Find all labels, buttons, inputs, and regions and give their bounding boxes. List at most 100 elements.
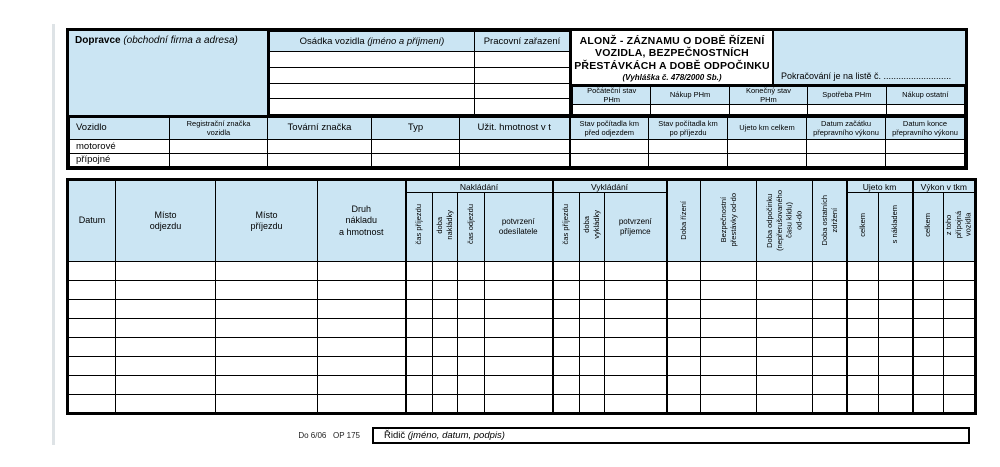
entry-cell <box>432 318 458 338</box>
entry-cell <box>604 280 668 300</box>
entry-cell <box>404 337 433 357</box>
loading-departure-time-header: čas odjezdu <box>457 192 485 262</box>
vehicle-header: Vozidlo <box>69 117 170 140</box>
tkm-trailer-subheader: z toho přípojná vozidla <box>943 192 977 262</box>
unloading-arrival-time-header: čas příjezdu <box>551 192 581 262</box>
entry-cell <box>812 356 848 376</box>
continuation-box: Pokračování je na listě č. .............… <box>774 31 965 84</box>
entry-cell <box>579 261 606 281</box>
entry-cell <box>457 280 485 300</box>
fuel-entry-cell <box>807 104 887 115</box>
entry-cell <box>756 280 814 300</box>
entry-cell <box>317 356 406 376</box>
tkm-total-subheader: celkem <box>911 192 945 262</box>
entry-cell <box>579 318 606 338</box>
km-driven-group-header: Ujeto km <box>845 179 914 193</box>
entry-cell <box>806 139 886 154</box>
entry-cell <box>845 280 880 300</box>
form-title-subtitle: (Vyhláška č. 478/2000 Sb.) <box>622 73 722 83</box>
vehicle-header-row: Vozidlo Registrační značka vozidla Továr… <box>69 117 965 140</box>
entry-cell <box>579 337 606 357</box>
fuel-purchase-header: Nákup PHm <box>650 85 730 106</box>
entry-cell <box>404 375 433 395</box>
entry-cell <box>878 318 914 338</box>
entry-cell <box>604 356 668 376</box>
entry-cell <box>727 139 807 154</box>
entry-cell <box>483 375 554 395</box>
entry-cell <box>943 280 977 300</box>
entry-cell <box>812 318 848 338</box>
entry-cell <box>432 280 458 300</box>
entry-cell <box>568 139 649 154</box>
entry-cell <box>67 318 116 338</box>
journey-table: Datum Místo odjezdu Místo příjezdu Druh … <box>66 178 978 415</box>
fuel-consumption-header: Spotřeba PHm <box>807 85 887 106</box>
entry-cell <box>812 375 848 395</box>
entry-cell <box>551 375 581 395</box>
entry-cell <box>727 152 807 167</box>
entry-cell <box>911 261 945 281</box>
entry-cell <box>115 280 216 300</box>
entry-cell <box>432 261 458 281</box>
tkm-group-header: Výkon v tkm <box>911 179 977 193</box>
entry-cell <box>943 337 977 357</box>
entry-cell <box>432 356 458 376</box>
motor-vehicle-row: motorové <box>69 139 965 154</box>
entry-cell <box>665 394 702 414</box>
entry-cell <box>404 261 433 281</box>
fuel-start-header: Počáteční stav PHm <box>571 85 652 106</box>
loading-arrival-time-header: čas příjezdu <box>404 192 433 262</box>
entry-cell <box>579 394 606 414</box>
journey-row <box>67 261 977 281</box>
other-delays-header: Doba ostatních zdržení <box>812 179 848 262</box>
entry-cell <box>215 280 318 300</box>
form-title-box: ALONŽ - ZÁZNAMU O DOBĚ ŘÍZENÍ VOZIDLA, B… <box>572 31 774 84</box>
entry-cell <box>878 299 914 319</box>
fuel-table: Počáteční stav PHm Nákup PHm Konečný sta… <box>571 85 966 115</box>
entry-cell <box>806 152 886 167</box>
entry-cell <box>845 337 880 357</box>
title-row: ALONŽ - ZÁZNAMU O DOBĚ ŘÍZENÍ VOZIDLA, B… <box>572 31 965 86</box>
odometer-before-header: Stav počítadla km před odjezdem <box>568 117 649 140</box>
entry-cell <box>115 299 216 319</box>
trailer-label: přípojné <box>69 152 170 167</box>
km-total-header: Ujeto km celkem <box>727 117 807 140</box>
journey-table-body <box>67 261 977 414</box>
entry-cell <box>756 261 814 281</box>
journey-row <box>67 394 977 414</box>
entry-cell <box>404 280 433 300</box>
entry-cell <box>878 394 914 414</box>
top-section: Dopravce (obchodní firma a adresa) Osádk… <box>66 28 968 170</box>
entry-cell <box>267 139 372 154</box>
top-right-column: ALONŽ - ZÁZNAMU O DOBĚ ŘÍZENÍ VOZIDLA, B… <box>571 31 966 115</box>
entry-cell <box>911 280 945 300</box>
payload-header: Užit. hmotnost v t <box>459 117 570 140</box>
entry-cell <box>115 356 216 376</box>
entry-cell <box>67 261 116 281</box>
entry-cell <box>648 152 728 167</box>
entry-cell <box>215 318 318 338</box>
entry-cell <box>845 261 880 281</box>
entry-cell <box>483 261 554 281</box>
fuel-end-header: Konečný stav PHm <box>728 85 809 106</box>
entry-cell <box>432 299 458 319</box>
entry-cell <box>551 394 581 414</box>
form-code: Do 6/06 OP 175 <box>298 431 360 440</box>
entry-cell <box>579 356 606 376</box>
unloading-group-header: Vykládání <box>551 179 668 193</box>
entry-cell <box>483 356 554 376</box>
driver-sublabel: (jméno, datum, podpis) <box>407 430 505 441</box>
entry-cell <box>457 299 485 319</box>
motor-vehicle-label: motorové <box>69 139 170 154</box>
entry-cell <box>845 299 880 319</box>
entry-cell <box>878 280 914 300</box>
fuel-header-row: Počáteční stav PHm Nákup PHm Konečný sta… <box>571 85 966 106</box>
journey-row <box>67 375 977 395</box>
entry-cell <box>700 299 758 319</box>
unloading-duration-header: doba vykládky <box>579 192 606 262</box>
entry-cell <box>665 261 702 281</box>
entry-cell <box>665 375 702 395</box>
entry-cell <box>483 280 554 300</box>
entry-cell <box>878 337 914 357</box>
crew-name-cell <box>269 98 475 115</box>
